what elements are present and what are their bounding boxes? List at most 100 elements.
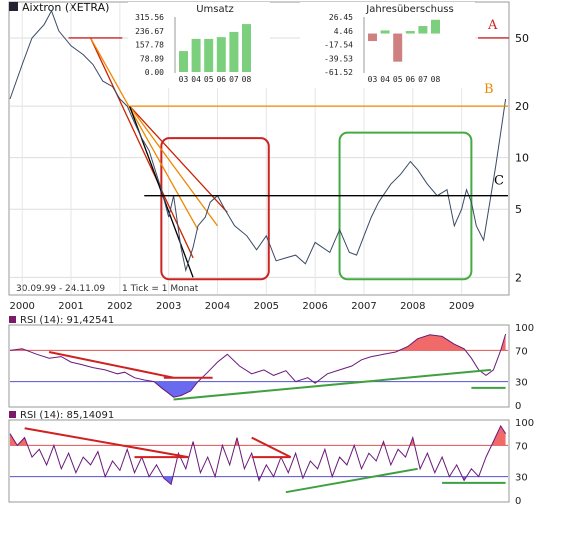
- jahresueberschuss-category-label: 05: [393, 75, 403, 84]
- price-series: [9, 9, 507, 273]
- level-label-b: B: [484, 82, 494, 97]
- rsi-1-trendlines: [48, 350, 506, 401]
- umsatz-bar: [179, 51, 188, 72]
- umsatz-category-label: 05: [204, 75, 214, 84]
- price-annotations: A B C: [68, 18, 509, 197]
- price-y-tick-label: 50: [515, 32, 529, 45]
- umsatz-category-label: 06: [216, 75, 226, 84]
- year-tick-label: 2004: [205, 301, 230, 312]
- jahresueberschuss-bar: [393, 33, 403, 62]
- jahresueberschuss-bar: [418, 26, 428, 34]
- rsi-2-y-tick-label: 30: [515, 473, 528, 484]
- umsatz-categories: 03 04 05 06 07 08: [179, 75, 252, 84]
- rsi-2-line: [9, 424, 507, 486]
- rsi-1-series: [9, 333, 508, 398]
- rsi-2-title: RSI (14): 85,14091: [20, 410, 114, 421]
- rsi-2-trendline: [285, 467, 418, 494]
- jahresueberschuss-y-tick-label: 4.46: [334, 27, 353, 36]
- tick-interval-label: 1 Tick = 1 Monat: [122, 284, 199, 294]
- year-tick-label: 2000: [9, 301, 34, 312]
- jahresueberschuss-y-tick-label: -17.54: [324, 41, 353, 50]
- rsi-panel-2: RSI (14): 85,14091 0 30 70 100: [8, 410, 534, 507]
- jahresueberschuss-bar: [405, 31, 415, 34]
- jahresueberschuss-category-label: 04: [380, 75, 390, 84]
- umsatz-title: Umsatz: [196, 4, 234, 15]
- price-legend-swatch: [9, 2, 18, 11]
- year-tick-label: 2009: [449, 301, 474, 312]
- rsi-1-trendline: [173, 368, 492, 401]
- rsi-1-y-tick-label: 0: [515, 401, 521, 412]
- rsi-1-y-tick-label: 30: [515, 378, 528, 389]
- rsi-2-trendline: [24, 427, 189, 459]
- highlight-box: [338, 131, 473, 281]
- year-tick-label: 2001: [58, 301, 83, 312]
- jahresueberschuss-bars: [368, 19, 440, 62]
- umsatz-y-tick-label: 157.78: [135, 41, 164, 50]
- rsi-2-trendline: [251, 436, 292, 458]
- level-label-a: A: [487, 18, 498, 33]
- level-label-c: C: [494, 174, 504, 189]
- rsi-2-legend-swatch: [9, 411, 16, 418]
- year-tick-label: 2006: [302, 301, 327, 312]
- rsi-1-y-tick-label: 100: [515, 323, 534, 334]
- jahresueberschuss-inset-background: [300, 2, 475, 88]
- jahresueberschuss-title: Jahresüberschuss: [365, 4, 453, 15]
- rsi-1-line: [9, 333, 507, 398]
- rsi-1-legend-swatch: [9, 316, 16, 323]
- trendline: [129, 105, 219, 227]
- jahresueberschuss-category-label: 08: [431, 75, 441, 84]
- rsi-2-y-tick-label: 70: [515, 441, 528, 452]
- year-tick-label: 2003: [156, 301, 181, 312]
- jahresueberschuss-y-tick-label: -39.53: [324, 54, 353, 63]
- rsi-1-overbought-fill: [10, 334, 506, 351]
- jahresueberschuss-category-label: 07: [418, 75, 428, 84]
- umsatz-category-label: 03: [179, 75, 189, 84]
- highlight-box: [160, 137, 270, 281]
- umsatz-y-tick-label: 315.56: [135, 13, 164, 22]
- jahresueberschuss-categories: 03 04 05 06 07 08: [368, 75, 441, 84]
- jahresueberschuss-y-axis: 26.45 4.46 -17.54 -39.53 -61.52: [324, 13, 365, 77]
- rsi-2-series: [9, 424, 508, 486]
- umsatz-bar: [204, 38, 214, 72]
- umsatz-category-label: 07: [229, 75, 239, 84]
- jahresueberschuss-y-tick-label: 26.45: [329, 13, 353, 22]
- jahresueberschuss-inset: Jahresüberschuss 26.45 4.46 -17.54 -39.53 -6…: [300, 2, 475, 88]
- rsi-2-y-tick-label: 0: [515, 496, 521, 507]
- year-axis-labels: 2000 2001 2002 2003 2004 2005 2006 2007 2008 2009: [9, 301, 474, 312]
- umsatz-y-tick-label: 236.67: [135, 27, 164, 36]
- rsi-1-title: RSI (14): 91,42541: [20, 315, 114, 326]
- rsi-2-y-tick-label: 100: [515, 418, 534, 429]
- umsatz-y-axis: 315.56 236.67 157.78 78.89 0.00: [135, 13, 176, 77]
- year-tick-label: 2002: [107, 301, 132, 312]
- trendline: [89, 37, 194, 259]
- price-y-tick-label: 20: [515, 100, 529, 113]
- umsatz-bar: [216, 37, 226, 72]
- umsatz-category-label: 08: [242, 75, 252, 84]
- umsatz-bar: [242, 24, 251, 73]
- umsatz-y-tick-label: 0.00: [145, 68, 164, 77]
- umsatz-bars: [179, 24, 251, 73]
- price-y-tick-label: 2: [515, 271, 522, 284]
- rsi-panel-2-frame: [8, 419, 510, 503]
- price-y-tick-label: 5: [515, 203, 522, 216]
- rsi-1-y-tick-label: 70: [515, 346, 528, 357]
- jahresueberschuss-category-label: 06: [405, 75, 415, 84]
- trendline: [89, 37, 199, 230]
- rsi-2-trendlines: [24, 427, 506, 494]
- price-line: [9, 9, 507, 273]
- rsi-1-y-axis: 0 30 70 100: [515, 323, 534, 412]
- jahresueberschuss-bar: [431, 19, 440, 34]
- umsatz-bar: [191, 38, 201, 72]
- year-tick-label: 2008: [400, 301, 425, 312]
- jahresueberschuss-y-tick-label: -61.52: [324, 68, 353, 77]
- jahresueberschuss-bar: [368, 33, 377, 42]
- date-range-label: 30.09.99 - 24.11.09: [16, 284, 105, 294]
- year-tick-label: 2005: [254, 301, 279, 312]
- umsatz-category-label: 04: [191, 75, 201, 84]
- rsi-2-y-axis: 0 30 70 100: [515, 418, 534, 507]
- umsatz-y-tick-label: 78.89: [140, 54, 164, 63]
- price-y-tick-label: 10: [515, 152, 529, 165]
